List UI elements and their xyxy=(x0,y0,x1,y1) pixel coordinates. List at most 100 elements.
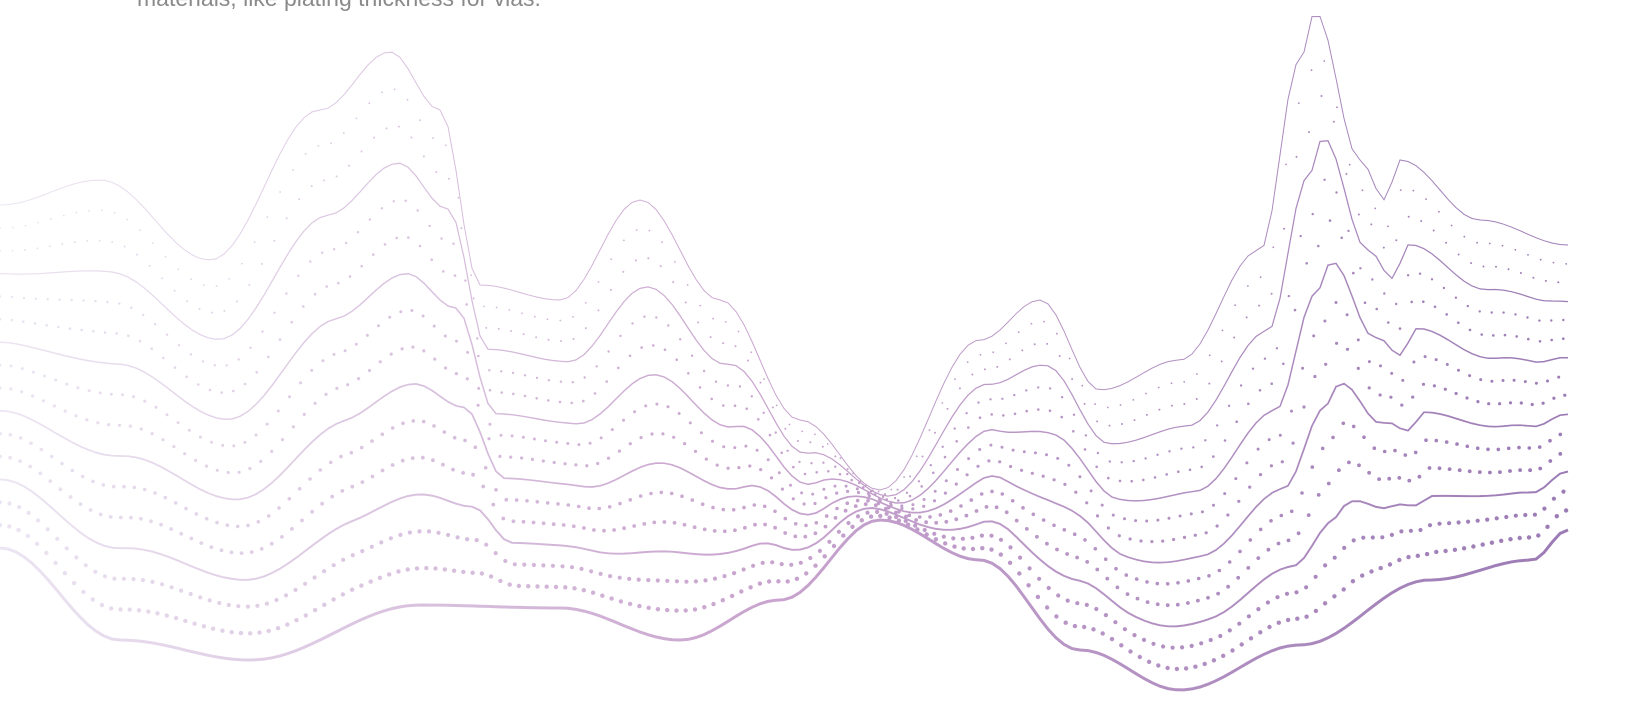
wave-dot xyxy=(215,468,219,472)
wave-dot xyxy=(1519,272,1522,274)
wave-dot xyxy=(80,474,85,479)
wave-dot xyxy=(1519,401,1523,405)
wave-dot xyxy=(783,516,788,521)
wave-dot xyxy=(373,136,375,139)
wave-dot xyxy=(745,407,748,411)
wave-dot xyxy=(1291,441,1295,445)
wave-dot xyxy=(10,318,13,322)
wave-dot xyxy=(1256,607,1261,612)
wave-dot xyxy=(1496,447,1501,452)
wave-dot xyxy=(1550,319,1553,322)
wave-dot xyxy=(1215,524,1219,528)
wave-dot xyxy=(1008,358,1011,361)
wave-dot xyxy=(1498,470,1502,474)
wave-dot xyxy=(633,410,637,414)
wave-dot xyxy=(287,496,292,501)
wave-dot xyxy=(978,416,982,420)
wave-dot xyxy=(1106,406,1109,409)
wave-dot xyxy=(440,237,443,240)
wave-dot xyxy=(476,403,480,407)
wave-dot xyxy=(37,221,40,224)
wave-dot xyxy=(238,630,244,636)
wave-dot xyxy=(780,451,783,455)
wave-dot xyxy=(970,546,976,552)
wave-dot xyxy=(1408,528,1413,533)
wave-dot xyxy=(302,412,306,416)
wave-dot xyxy=(1145,580,1149,584)
wave-dot xyxy=(442,567,447,572)
wave-dot xyxy=(595,365,598,368)
wave-dot xyxy=(570,401,573,405)
wave-dot xyxy=(1546,379,1549,383)
wave-dot xyxy=(814,521,819,525)
wave-dot xyxy=(766,579,772,584)
wave-dot xyxy=(1297,102,1300,104)
wave-dot xyxy=(956,468,959,471)
wave-dot xyxy=(1499,538,1504,543)
wave-dot xyxy=(313,401,317,405)
wave-dot xyxy=(871,489,874,492)
wave-dot xyxy=(1541,401,1545,405)
wave-dot xyxy=(1457,468,1462,473)
wave-dot xyxy=(1074,490,1078,494)
wave-dot xyxy=(1103,557,1108,561)
wave-dot xyxy=(774,431,777,434)
wave-dot xyxy=(1316,493,1321,497)
wave-dot xyxy=(184,506,188,511)
wave-dot xyxy=(1093,547,1098,551)
wave-dot xyxy=(998,552,1003,557)
wave-dot xyxy=(0,363,2,367)
wave-dot xyxy=(232,444,236,448)
wave-dot xyxy=(432,424,436,428)
wave-dot xyxy=(1256,447,1260,451)
wave-dot xyxy=(131,577,136,582)
wave-dot xyxy=(11,226,14,229)
wave-dot xyxy=(584,327,587,330)
wave-dot xyxy=(1565,263,1568,265)
wave-dot xyxy=(1218,633,1223,639)
wave-dot xyxy=(858,481,861,485)
wave-dot xyxy=(499,433,503,437)
wave-dot xyxy=(210,626,216,631)
wave-dot xyxy=(420,455,425,460)
wave-dot xyxy=(722,529,727,534)
wave-dot xyxy=(627,576,632,582)
wave-dot xyxy=(173,501,178,505)
wave-dot xyxy=(1532,512,1537,517)
wave-dot xyxy=(283,593,289,598)
wave-dot xyxy=(82,299,85,302)
wave-dot xyxy=(201,624,207,629)
wave-dot xyxy=(1434,358,1438,362)
wave-dot xyxy=(65,382,69,386)
wave-dot xyxy=(582,526,586,530)
wave-dot xyxy=(1311,212,1314,216)
wave-dot xyxy=(884,493,887,495)
wave-dot xyxy=(648,229,651,232)
wave-dot xyxy=(977,401,980,404)
wave-dot xyxy=(841,533,846,538)
wave-dot xyxy=(321,359,325,363)
wave-dot xyxy=(1443,548,1448,554)
wave-dot xyxy=(521,435,525,439)
wave-dot xyxy=(954,517,959,522)
wave-dot xyxy=(846,472,849,476)
wave-dot xyxy=(632,524,637,528)
wave-dot xyxy=(593,392,597,395)
wave-dot xyxy=(622,526,626,531)
wave-dot xyxy=(617,366,620,370)
wave-dot xyxy=(1083,402,1086,405)
wave-dot xyxy=(1418,272,1422,275)
wave-dot xyxy=(201,360,205,363)
wave-dot xyxy=(585,464,589,468)
wave-dot xyxy=(813,563,818,568)
wave-dot xyxy=(322,602,327,607)
wave-dot xyxy=(150,579,155,585)
wave-dot xyxy=(498,454,502,458)
wave-dot xyxy=(1009,464,1013,469)
wave-dot xyxy=(675,358,678,362)
wave-dot xyxy=(419,119,422,122)
wave-dot xyxy=(298,198,301,201)
wave-dot xyxy=(904,514,908,519)
wave-dot xyxy=(46,298,49,301)
wave-dot xyxy=(91,479,95,484)
